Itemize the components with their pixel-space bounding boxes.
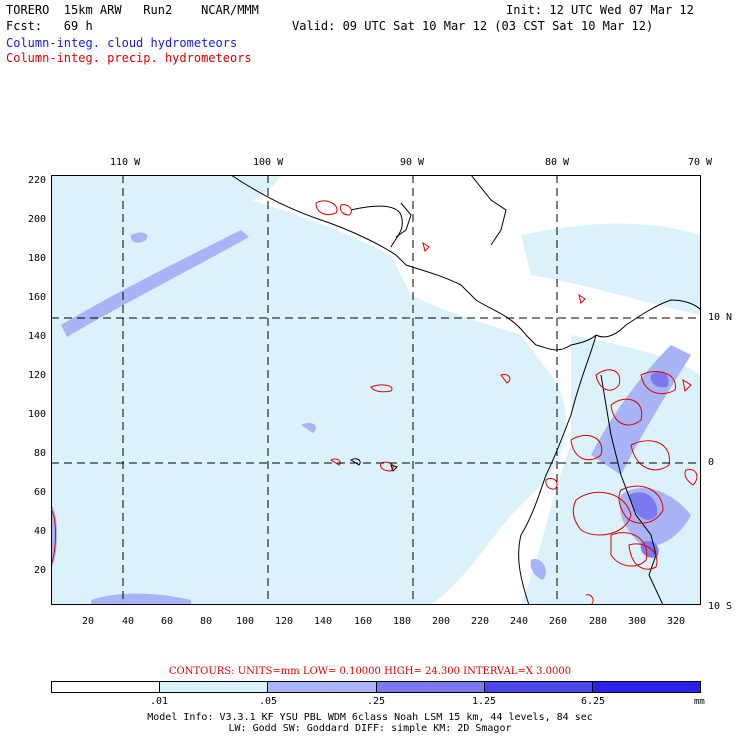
map-frame [51,175,701,605]
y-tick: 220 [27,175,46,186]
y-tick: 160 [27,292,46,303]
forecast-hour: Fcst: 69 h [6,19,93,33]
x-tick: 40 [121,616,135,627]
colorbar-bin [268,682,377,692]
lon-label-100w: 100 W [253,157,284,168]
colorbar-label: 1.25 [471,696,497,707]
x-tick: 180 [392,616,412,627]
colorbar-label: 6.25 [580,696,606,707]
x-tick: 280 [588,616,608,627]
model-info-line-2: LW: Godd SW: Goddard DIFF: simple KM: 2D… [228,723,512,734]
map-panel[interactable] [51,175,701,605]
y-tick: 60 [33,487,46,498]
x-tick: 120 [274,616,294,627]
lon-label-70w: 70 W [688,157,713,168]
colorbar-label: .25 [366,696,386,707]
colorbar-bin [484,682,593,692]
lat-lon-grid [51,175,701,605]
valid-time: Valid: 09 UTC Sat 10 Mar 12 (03 CST Sat … [292,19,654,33]
y-tick: 140 [27,331,46,342]
colorbar [51,681,701,693]
x-tick: 320 [666,616,686,627]
y-tick: 180 [27,253,46,264]
lat-label-eq: 0 [708,457,715,468]
colorbar-units: mm [694,697,705,707]
x-tick: 100 [235,616,255,627]
y-tick: 100 [27,409,46,420]
colorbar-bin [52,682,161,692]
x-tick: 220 [470,616,490,627]
x-tick: 200 [431,616,451,627]
colorbar-bin [592,682,701,692]
y-tick: 40 [33,526,46,537]
y-tick: 80 [33,448,46,459]
field-label-cloud: Column-integ. cloud hydrometeors [6,36,238,50]
lon-label-80w: 80 W [545,157,570,168]
colorbar-bin [160,682,269,692]
coastline [230,175,701,605]
cloud-field-light [51,175,701,605]
y-tick: 200 [27,214,46,225]
field-label-precip: Column-integ. precip. hydrometeors [6,51,252,65]
lon-label-90w: 90 W [400,157,425,168]
lon-label-110w: 110 W [110,157,141,168]
model-title: TORERO 15km ARW Run2 NCAR/MMM [6,3,259,17]
init-time: Init: 12 UTC Wed 07 Mar 12 [506,3,694,17]
colorbar-label: .01 [149,696,169,707]
x-tick: 260 [548,616,568,627]
lat-label-10n: 10 N [708,312,733,323]
colorbar-bin [376,682,485,692]
x-tick: 300 [627,616,647,627]
lat-label-10s: 10 S [708,601,733,612]
x-tick: 160 [353,616,373,627]
x-tick: 60 [160,616,174,627]
colorbar-label: .05 [258,696,278,707]
x-tick: 240 [509,616,529,627]
contours-info: CONTOURS: UNITS=mm LOW= 0.10000 HIGH= 24… [168,666,572,677]
model-info-line-1: Model Info: V3.3.1 KF YSU PBL WDM 6class… [147,712,593,723]
y-tick: 120 [27,370,46,381]
x-tick: 80 [199,616,213,627]
x-tick: 20 [81,616,95,627]
x-tick: 140 [313,616,333,627]
y-tick: 20 [33,565,46,576]
